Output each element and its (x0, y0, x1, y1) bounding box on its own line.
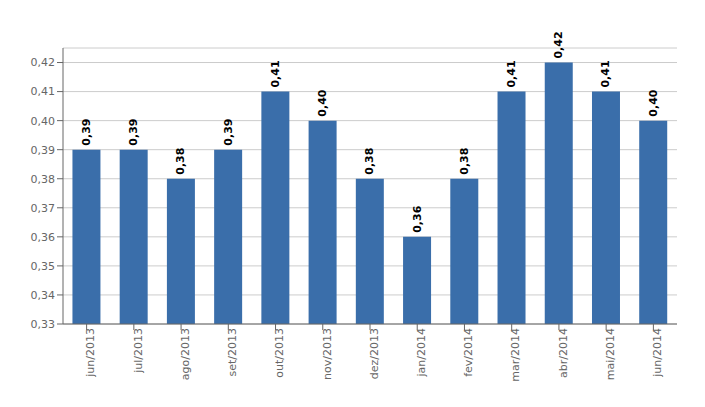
svg-text:0,42: 0,42 (31, 56, 56, 69)
svg-text:0,41: 0,41 (505, 60, 518, 87)
svg-text:nov/2013: nov/2013 (321, 328, 334, 380)
svg-text:0,33: 0,33 (31, 318, 56, 331)
svg-text:0,41: 0,41 (599, 60, 612, 87)
svg-text:0,40: 0,40 (316, 89, 329, 116)
svg-text:0,38: 0,38 (363, 148, 376, 175)
svg-text:0,41: 0,41 (31, 85, 56, 98)
svg-text:jun/2014: jun/2014 (651, 328, 664, 378)
svg-text:out/2013: out/2013 (273, 328, 286, 378)
svg-text:0,42: 0,42 (552, 31, 565, 58)
svg-text:jul/2013: jul/2013 (132, 328, 145, 374)
svg-text:dez/2013: dez/2013 (368, 328, 381, 379)
svg-text:jun/2013: jun/2013 (84, 328, 97, 378)
svg-text:0,36: 0,36 (31, 231, 56, 244)
svg-text:abr/2014: abr/2014 (557, 328, 570, 378)
svg-text:0,36: 0,36 (411, 205, 424, 232)
svg-text:0,35: 0,35 (31, 260, 56, 273)
svg-text:fev/2014: fev/2014 (462, 328, 475, 377)
svg-text:0,38: 0,38 (31, 173, 56, 186)
svg-text:0,38: 0,38 (458, 148, 471, 175)
svg-text:0,39: 0,39 (80, 119, 93, 146)
svg-text:jan/2014: jan/2014 (415, 328, 428, 377)
svg-text:mar/2014: mar/2014 (510, 328, 523, 382)
svg-text:0,40: 0,40 (31, 115, 56, 128)
svg-text:0,38: 0,38 (174, 148, 187, 175)
svg-text:set/2013: set/2013 (226, 328, 239, 377)
svg-text:mai/2014: mai/2014 (604, 328, 617, 380)
svg-text:0,37: 0,37 (31, 202, 56, 215)
svg-text:0,39: 0,39 (127, 119, 140, 146)
svg-text:0,40: 0,40 (647, 89, 660, 116)
svg-text:ago/2013: ago/2013 (179, 328, 192, 380)
svg-text:0,39: 0,39 (31, 144, 56, 157)
svg-text:0,41: 0,41 (269, 60, 282, 87)
svg-text:0,34: 0,34 (31, 289, 56, 302)
svg-text:0,39: 0,39 (222, 119, 235, 146)
